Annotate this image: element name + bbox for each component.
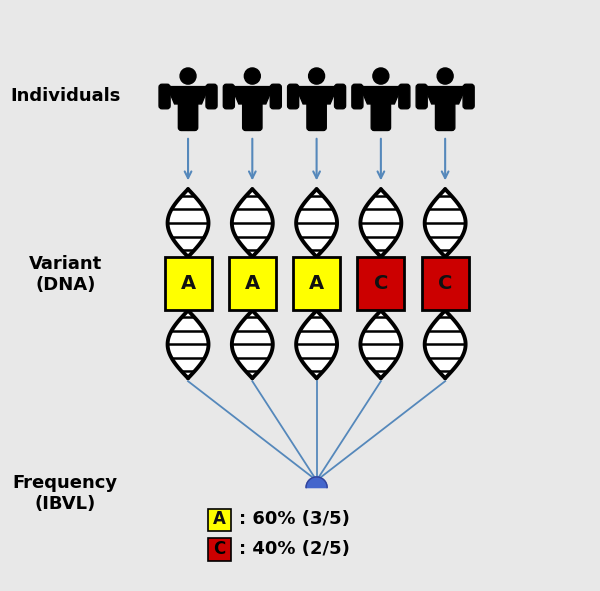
Polygon shape: [361, 310, 401, 378]
FancyBboxPatch shape: [287, 85, 299, 109]
FancyBboxPatch shape: [293, 257, 340, 310]
FancyBboxPatch shape: [314, 101, 326, 131]
Text: : 40% (2/5): : 40% (2/5): [239, 540, 350, 558]
FancyBboxPatch shape: [352, 85, 363, 109]
Polygon shape: [167, 189, 208, 257]
FancyBboxPatch shape: [186, 101, 198, 131]
Polygon shape: [167, 310, 208, 378]
Polygon shape: [232, 310, 273, 378]
FancyBboxPatch shape: [223, 85, 235, 109]
Polygon shape: [306, 477, 327, 488]
Circle shape: [373, 68, 389, 84]
Circle shape: [437, 68, 453, 84]
FancyBboxPatch shape: [206, 85, 217, 109]
Polygon shape: [232, 189, 273, 257]
Text: Individuals: Individuals: [10, 87, 121, 105]
FancyBboxPatch shape: [229, 257, 276, 310]
FancyBboxPatch shape: [307, 101, 319, 131]
FancyBboxPatch shape: [379, 101, 391, 131]
Text: A: A: [181, 274, 196, 293]
Polygon shape: [296, 310, 337, 378]
Polygon shape: [360, 87, 402, 104]
FancyBboxPatch shape: [270, 85, 281, 109]
Polygon shape: [361, 189, 401, 257]
FancyBboxPatch shape: [371, 101, 383, 131]
FancyBboxPatch shape: [443, 101, 455, 131]
FancyBboxPatch shape: [463, 85, 474, 109]
Polygon shape: [424, 87, 466, 104]
FancyBboxPatch shape: [242, 101, 254, 131]
Text: : 60% (3/5): : 60% (3/5): [239, 511, 350, 528]
Polygon shape: [296, 189, 337, 257]
FancyBboxPatch shape: [164, 257, 212, 310]
Text: A: A: [213, 511, 226, 528]
Circle shape: [180, 68, 196, 84]
FancyBboxPatch shape: [250, 101, 262, 131]
Text: C: C: [438, 274, 452, 293]
Text: C: C: [214, 540, 226, 558]
FancyBboxPatch shape: [436, 101, 448, 131]
FancyBboxPatch shape: [335, 85, 346, 109]
Text: C: C: [374, 274, 388, 293]
Text: Variant
(DNA): Variant (DNA): [29, 255, 102, 294]
Polygon shape: [167, 87, 209, 104]
FancyBboxPatch shape: [159, 85, 170, 109]
FancyBboxPatch shape: [399, 85, 410, 109]
Polygon shape: [232, 87, 273, 104]
Polygon shape: [296, 87, 337, 104]
FancyBboxPatch shape: [208, 509, 230, 531]
Text: A: A: [309, 274, 324, 293]
Polygon shape: [425, 310, 466, 378]
FancyBboxPatch shape: [178, 101, 190, 131]
Text: Frequency
(IBVL): Frequency (IBVL): [13, 474, 118, 513]
FancyBboxPatch shape: [422, 257, 469, 310]
FancyBboxPatch shape: [208, 538, 230, 561]
Circle shape: [308, 68, 325, 84]
FancyBboxPatch shape: [416, 85, 427, 109]
Polygon shape: [425, 189, 466, 257]
FancyBboxPatch shape: [358, 257, 404, 310]
Text: A: A: [245, 274, 260, 293]
Circle shape: [244, 68, 260, 84]
